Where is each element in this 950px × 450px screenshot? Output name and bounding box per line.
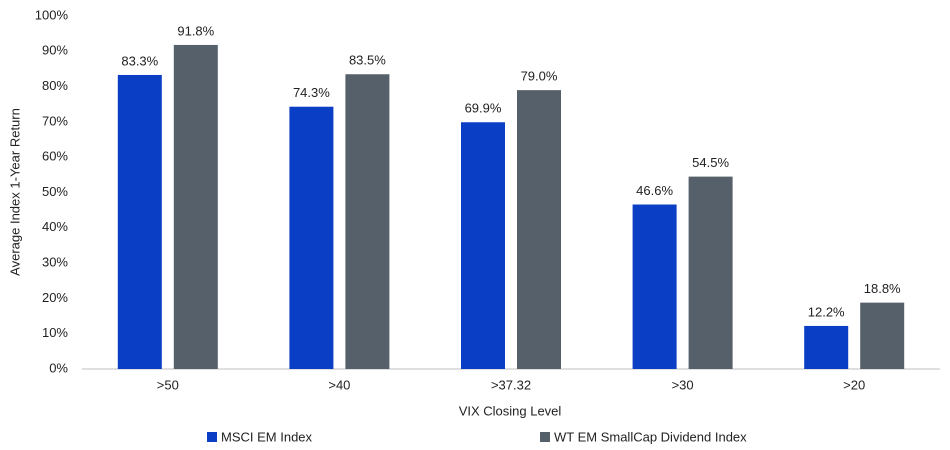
y-tick-label: 90% [42,43,68,58]
data-label: 83.3% [121,53,158,68]
bar [517,90,561,369]
bar [173,44,218,370]
legend-swatch [540,432,550,442]
y-tick-label: 0% [49,360,68,375]
x-tick-label: >20 [843,377,865,392]
y-tick-label: 40% [42,219,68,234]
bar [461,122,505,370]
bar [345,74,390,370]
y-tick-label: 100% [35,7,69,22]
x-tick-label: >50 [157,377,179,392]
y-tick-label: 20% [42,290,68,305]
bar [289,106,334,369]
y-tick-label: 50% [42,184,68,199]
data-label: 54.5% [692,155,729,170]
legend-label: MSCI EM Index [221,429,313,444]
y-axis-label: Average Index 1-Year Return [7,108,22,276]
bar [117,74,162,370]
bar [688,176,733,369]
legend-swatch [207,432,217,442]
bar [632,204,677,369]
y-tick-label: 30% [42,255,68,270]
data-label: 46.6% [636,183,673,198]
bar [804,325,849,369]
data-label: 69.9% [465,101,502,116]
data-label: 83.5% [349,53,386,68]
bar [860,302,905,369]
y-tick-label: 80% [42,78,68,93]
x-tick-label: >37.32 [491,377,531,392]
data-label: 91.8% [177,23,214,38]
data-label: 12.2% [808,304,845,319]
x-axis-label: VIX Closing Level [459,403,562,418]
legend-label: WT EM SmallCap Dividend Index [554,429,747,444]
data-label: 79.0% [521,69,558,84]
y-tick-label: 10% [42,325,68,340]
y-tick-label: 70% [42,113,68,128]
data-label: 18.8% [864,281,901,296]
data-label: 74.3% [293,85,330,100]
y-tick-label: 60% [42,149,68,164]
x-tick-label: >30 [672,377,694,392]
x-tick-label: >40 [328,377,350,392]
